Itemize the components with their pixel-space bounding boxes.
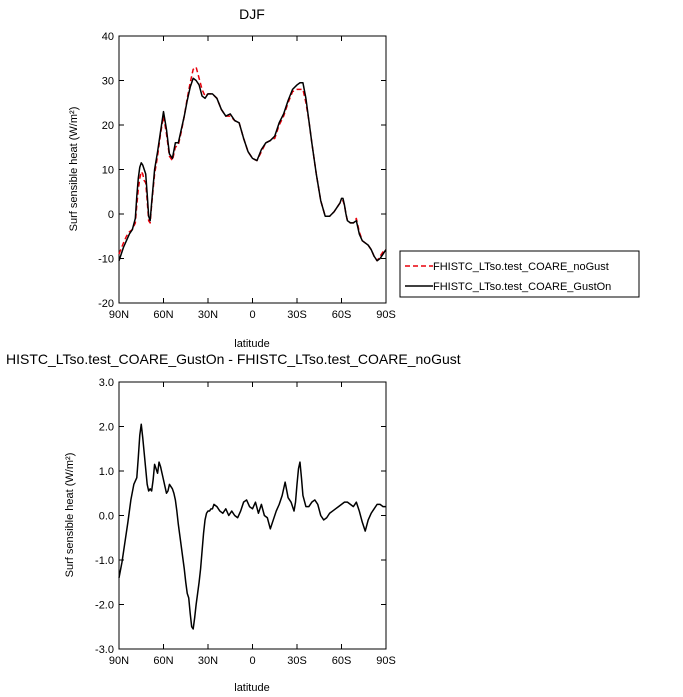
bottom-y-axis-label: Surf sensible heat (W/m²) bbox=[64, 453, 76, 578]
bottom-series-lines bbox=[118, 423, 386, 630]
top-y-tick-label: -10 bbox=[98, 254, 114, 266]
top-y-axis-label: Surf sensible heat (W/m²) bbox=[68, 107, 80, 232]
top-plot-frame bbox=[118, 35, 387, 304]
bottom-y-tick-label: -3.0 bbox=[95, 644, 114, 656]
top-x-tick-label: 60S bbox=[332, 309, 352, 321]
bottom-series-line-1 bbox=[118, 423, 386, 630]
top-x-tick-label: 60N bbox=[153, 309, 173, 321]
bottom-y-tick-label: 3.0 bbox=[99, 377, 114, 389]
bottom-y-tick-label: 1.0 bbox=[99, 466, 114, 478]
top-y-tick-label: -20 bbox=[98, 298, 114, 310]
bottom-x-axis-label: latitude bbox=[234, 682, 269, 694]
legend-label-guston: FHISTC_LTso.test_COARE_GustOn bbox=[433, 281, 611, 293]
top-y-tick-label: 0 bbox=[108, 209, 114, 221]
bottom-x-tick-label: 90N bbox=[109, 655, 129, 667]
bottom-x-tick-label: 30S bbox=[287, 655, 307, 667]
bottom-y-tick-label: 0.0 bbox=[99, 511, 114, 523]
bottom-panel: HISTC_LTso.test_COARE_GustOn - FHISTC_LT… bbox=[6, 351, 461, 694]
legend-label-nogust: FHISTC_LTso.test_COARE_noGust bbox=[433, 261, 609, 273]
top-series-line-1 bbox=[118, 66, 387, 262]
top-x-tick-label: 90N bbox=[109, 309, 129, 321]
top-y-tick-label: 40 bbox=[102, 31, 114, 43]
bottom-chart-title: HISTC_LTso.test_COARE_GustOn - FHISTC_LT… bbox=[6, 351, 461, 367]
bottom-y-tick-label: -2.0 bbox=[95, 600, 114, 612]
top-series-lines bbox=[118, 66, 387, 262]
bottom-x-tick-label: 0 bbox=[249, 655, 255, 667]
bottom-plot-frame bbox=[118, 381, 387, 650]
top-x-axis-label: latitude bbox=[234, 338, 269, 350]
top-y-axis: -20 -10 0 10 20 30 40 bbox=[98, 31, 386, 310]
top-series-line-2 bbox=[118, 77, 387, 262]
top-x-tick-label: 30S bbox=[287, 309, 307, 321]
bottom-y-tick-label: -1.0 bbox=[95, 555, 114, 567]
top-x-axis: 90N 60N 30N 0 30S 60S 90S bbox=[109, 36, 396, 321]
top-x-tick-label: 0 bbox=[249, 309, 255, 321]
legend-box bbox=[399, 250, 640, 298]
top-y-tick-label: 30 bbox=[102, 76, 114, 88]
bottom-x-tick-label: 30N bbox=[198, 655, 218, 667]
bottom-x-tick-label: 90S bbox=[376, 655, 396, 667]
top-y-tick-label: 20 bbox=[102, 120, 114, 132]
top-y-tick-label: 10 bbox=[102, 165, 114, 177]
legend: FHISTC_LTso.test_COARE_noGust FHISTC_LTs… bbox=[399, 250, 640, 298]
bottom-x-tick-label: 60N bbox=[153, 655, 173, 667]
bottom-x-axis: 90N 60N 30N 0 30S 60S 90S bbox=[109, 382, 396, 667]
top-x-tick-label: 30N bbox=[198, 309, 218, 321]
bottom-y-tick-label: 2.0 bbox=[99, 422, 114, 434]
bottom-x-tick-label: 60S bbox=[332, 655, 352, 667]
top-chart-title: DJF bbox=[239, 6, 265, 22]
bottom-y-axis: -3.0 -2.0 -1.0 0.0 1.0 2.0 3.0 bbox=[95, 377, 386, 656]
top-x-tick-label: 90S bbox=[376, 309, 396, 321]
